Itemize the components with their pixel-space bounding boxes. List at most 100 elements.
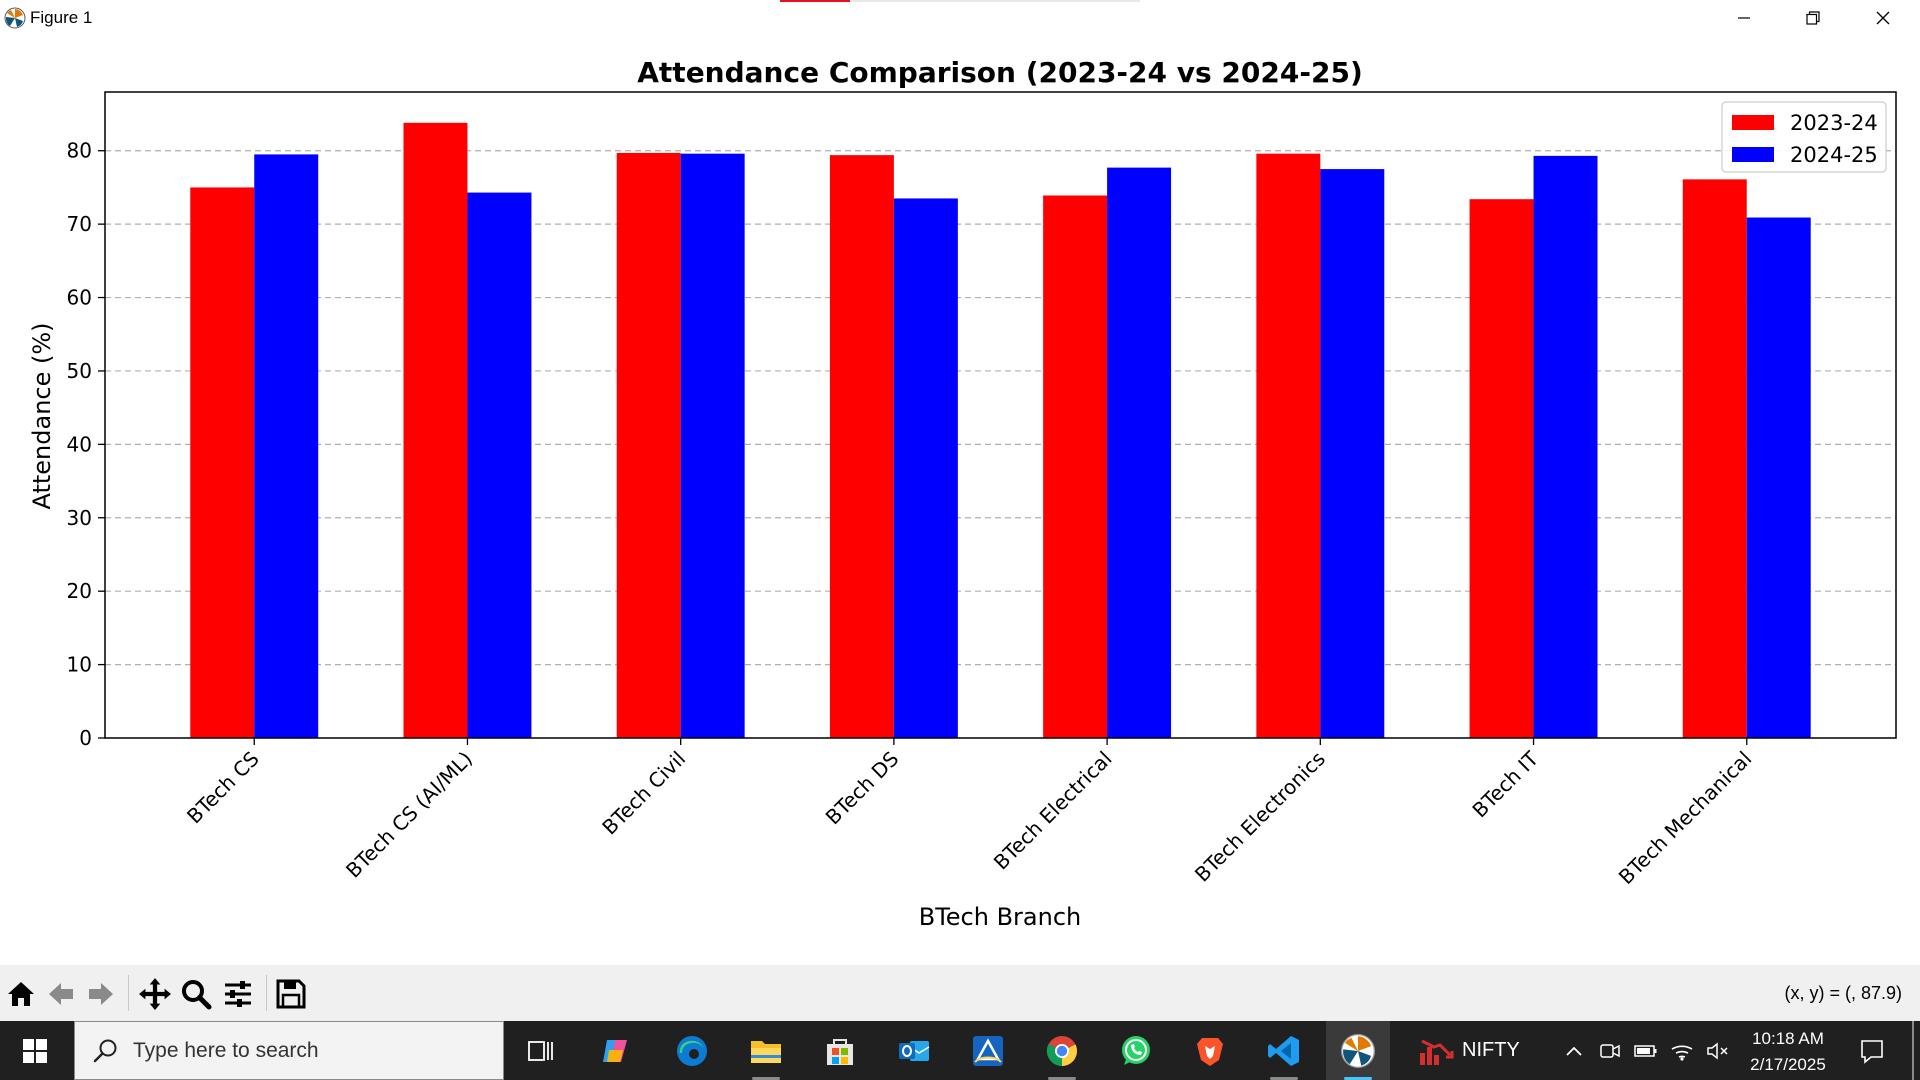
navigation-toolbar: (x, y) = (, 87.9) [0, 965, 1920, 1021]
pan-icon [139, 978, 171, 1010]
search-icon [93, 1039, 117, 1063]
x-tick-label: BTech CS (AI/ML) [341, 747, 477, 883]
taskbar-search[interactable]: Type here to search [74, 1021, 504, 1080]
show-hidden-icons-button[interactable] [1560, 1021, 1588, 1080]
volume-button[interactable] [1704, 1021, 1732, 1080]
bar-2023-24-1 [403, 122, 468, 739]
legend-swatch [1732, 115, 1774, 130]
drive-app-icon [973, 1035, 1003, 1066]
chevron-up-icon [1566, 1046, 1582, 1056]
y-tick-label: 0 [79, 726, 92, 750]
file-explorer-icon [751, 1040, 781, 1063]
copilot-button[interactable] [584, 1021, 648, 1080]
x-tick-label: BTech CS [182, 747, 264, 829]
task-view-icon [528, 1040, 553, 1061]
bar-2024-25-1 [467, 192, 532, 739]
windows-logo-icon [23, 1038, 47, 1063]
home-button[interactable] [2, 975, 40, 1013]
x-axis-label: BTech Branch [919, 903, 1082, 931]
save-icon [276, 979, 306, 1009]
y-tick-label: 60 [67, 286, 92, 310]
titlebar-accent [780, 0, 1140, 2]
minimize-icon [1738, 17, 1750, 19]
home-icon [8, 982, 34, 1006]
bars [190, 122, 1811, 739]
meet-now-icon [1600, 1043, 1620, 1058]
system-clock[interactable]: 10:18 AM 2/17/2025 [1728, 1026, 1848, 1078]
stock-widget[interactable]: NIFTY [1418, 1021, 1520, 1080]
pan-button[interactable] [136, 975, 174, 1013]
y-tick-label: 10 [67, 653, 92, 677]
active-indicator [1344, 1077, 1372, 1080]
x-tick-label: BTech DS [821, 747, 904, 830]
x-tick-label: BTech IT [1467, 746, 1543, 822]
bar-2024-25-0 [254, 154, 319, 739]
task-view-button[interactable] [508, 1021, 572, 1080]
bar-2023-24-5 [1256, 153, 1321, 738]
whatsapp-button[interactable] [1104, 1021, 1168, 1080]
matplotlib-icon [4, 7, 26, 29]
copilot-icon [603, 1039, 627, 1062]
grid-lines [105, 150, 1896, 666]
legend-label: 2024-25 [1790, 143, 1878, 167]
file-explorer-button[interactable] [734, 1021, 798, 1080]
x-tick-label: BTech Mechanical [1614, 747, 1756, 889]
start-button[interactable] [0, 1021, 70, 1080]
running-indicator [1048, 1077, 1076, 1080]
vscode-icon [1268, 1035, 1299, 1066]
titlebar-accent-red [780, 0, 850, 2]
battery-button[interactable] [1632, 1021, 1660, 1080]
restore-icon [1806, 11, 1820, 25]
forward-button[interactable] [82, 975, 120, 1013]
x-tick-label: BTech Electronics [1190, 747, 1330, 887]
clock-time: 10:18 AM [1752, 1029, 1824, 1048]
wifi-button[interactable] [1668, 1021, 1696, 1080]
x-axis-ticks: BTech CS BTech CS (AI/ML) BTech Civil BTech… [182, 738, 1756, 889]
notification-icon [1861, 1039, 1883, 1064]
meet-now-button[interactable] [1596, 1021, 1624, 1080]
edge-icon [677, 1035, 707, 1066]
back-icon [49, 983, 73, 1005]
chrome-button[interactable] [1030, 1021, 1094, 1080]
taskbar: Type here to search NIFTY [0, 1021, 1920, 1080]
matplotlib-icon [1340, 1033, 1376, 1068]
configure-subplots-button[interactable] [219, 975, 257, 1013]
microsoft-store-button[interactable] [808, 1021, 872, 1080]
show-desktop-edge[interactable] [1912, 1021, 1914, 1080]
outlook-button[interactable] [882, 1021, 946, 1080]
matplotlib-taskbar-button[interactable] [1326, 1021, 1390, 1080]
notifications-button[interactable] [1852, 1021, 1892, 1080]
zoom-icon [182, 980, 212, 1010]
whatsapp-icon [1122, 1035, 1150, 1065]
clock-date: 2/17/2025 [1750, 1055, 1826, 1074]
search-placeholder: Type here to search [133, 1039, 319, 1062]
bar-2024-25-7 [1746, 217, 1811, 738]
wifi-icon [1671, 1045, 1693, 1061]
brave-button[interactable] [1178, 1021, 1242, 1080]
window-title: Figure 1 [30, 8, 93, 27]
minimize-button[interactable] [1714, 0, 1774, 36]
edge-button[interactable] [660, 1021, 724, 1080]
brave-icon [1197, 1037, 1223, 1066]
window-titlebar: Figure 1 [0, 0, 1920, 36]
bar-2024-25-6 [1533, 155, 1598, 738]
toolbar-separator [266, 975, 267, 1011]
y-tick-label: 50 [67, 359, 92, 383]
drive-app-button[interactable] [956, 1021, 1020, 1080]
back-button[interactable] [42, 975, 80, 1013]
zoom-button[interactable] [177, 975, 215, 1013]
x-tick-label: BTech Civil [597, 747, 690, 840]
outlook-icon [899, 1040, 930, 1061]
bar-2024-25-5 [1320, 169, 1385, 739]
save-button[interactable] [272, 975, 310, 1013]
running-indicator [1270, 1077, 1298, 1080]
toolbar-separator [128, 975, 129, 1011]
figure-canvas[interactable]: Attendance Comparison (2023-24 vs 2024-2… [0, 36, 1920, 965]
vscode-button[interactable] [1252, 1021, 1316, 1080]
microsoft-store-icon [827, 1038, 853, 1065]
x-tick-label: BTech Electrical [989, 747, 1117, 875]
close-button[interactable] [1853, 0, 1913, 36]
restore-button[interactable] [1783, 0, 1843, 36]
y-axis-label: Attendance (%) [28, 322, 56, 509]
bar-2023-24-7 [1682, 179, 1747, 738]
